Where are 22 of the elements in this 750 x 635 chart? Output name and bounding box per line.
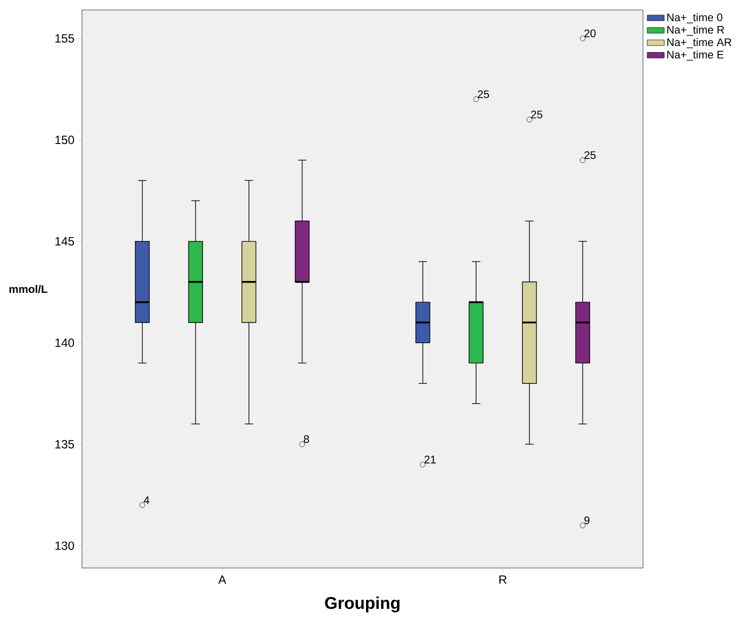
x-tick-label: A bbox=[218, 576, 226, 584]
legend-label: Na+_time 0 bbox=[667, 13, 722, 24]
annotation: 8 bbox=[304, 435, 309, 444]
annotation: 25 bbox=[478, 90, 490, 98]
y-tick-label: 150 bbox=[55, 136, 74, 144]
y-tick-label: 130 bbox=[55, 541, 74, 550]
legend-label: Na+_time R bbox=[667, 26, 724, 36]
y-tick-label: 135 bbox=[55, 440, 74, 448]
annotation: 9 bbox=[584, 516, 590, 524]
y-axis-title: mmol/L bbox=[9, 284, 48, 294]
annotation: 4 bbox=[144, 496, 150, 504]
y-tick-label: 140 bbox=[55, 338, 74, 347]
x-axis-title: Grouping bbox=[325, 596, 400, 612]
annotation: 25 bbox=[531, 110, 542, 118]
annotation: 25 bbox=[584, 151, 596, 159]
annotation: 20 bbox=[584, 29, 596, 38]
annotation: 21 bbox=[424, 456, 436, 464]
y-tick-label: 155 bbox=[55, 34, 74, 43]
legend-label: Na+_time E bbox=[667, 50, 724, 61]
y-tick-label: 145 bbox=[55, 237, 74, 246]
x-tick-label: R bbox=[499, 576, 507, 584]
legend-label: Na+_time AR bbox=[667, 38, 732, 48]
